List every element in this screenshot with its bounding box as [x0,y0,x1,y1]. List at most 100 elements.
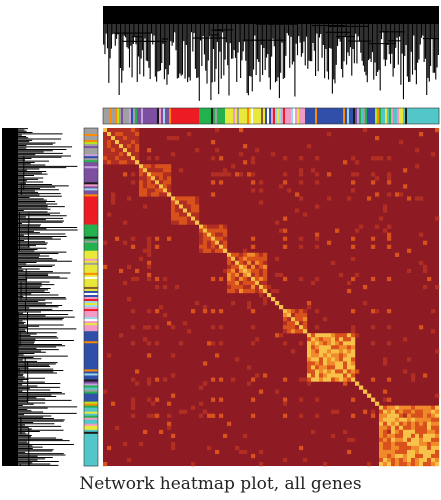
module-color-cell [265,108,268,124]
heatmap-cell [423,268,428,274]
module-color-cell [435,108,438,124]
heatmap-cell [259,256,264,261]
heatmap-cell [387,461,392,467]
heatmap-cell [167,168,172,173]
module-color-cell [84,399,98,402]
heatmap-cell [259,288,264,294]
heatmap-cell [295,313,300,318]
heatmap-cell [339,341,344,346]
heatmap-cell [339,377,344,382]
heatmap-cell [227,288,232,294]
heatmap-cell [147,272,152,278]
module-color-cell [84,457,98,461]
heatmap-cell [243,280,248,286]
heatmap-cell [287,309,292,314]
module-color-cell [305,108,308,124]
module-color-cell [84,303,98,306]
heatmap-cell [179,220,184,225]
module-color-cell [84,333,98,336]
heatmap-cell [407,453,412,459]
module-color-cell [349,108,352,124]
heatmap-cell [155,184,160,189]
heatmap-cell [259,264,264,270]
heatmap-cell [395,429,400,435]
heatmap-cell [335,353,340,358]
module-color-cell [227,108,230,124]
module-color-cell [84,435,98,439]
heatmap-cell [371,397,376,402]
heatmap-cell [179,212,184,217]
heatmap-cell [151,168,156,173]
module-color-cell [84,220,98,223]
module-color-cell [84,278,98,282]
module-color-cell [143,108,146,124]
heatmap-cell [123,441,128,447]
heatmap-cell [103,389,108,394]
heatmap-cell [299,196,304,201]
heatmap-cell [331,433,336,439]
module-color-cell [307,108,310,124]
colorbar-frame [102,107,440,125]
heatmap-cell [215,148,220,153]
module-color-cell [84,371,98,374]
heatmap-cell [283,156,288,161]
heatmap-cell [131,140,136,145]
heatmap-cell [123,152,128,157]
heatmap-cell [215,224,220,229]
heatmap-cell [103,461,108,467]
heatmap-cell [303,377,308,382]
heatmap-cell [299,313,304,318]
heatmap-cell [243,160,248,165]
heatmap-cell [371,377,376,382]
heatmap-cell [379,449,384,455]
heatmap-cell [319,341,324,346]
heatmap-cell [407,445,412,451]
heatmap-cell [247,260,252,266]
module-color-cell [379,108,382,124]
heatmap-cell [231,276,236,282]
module-color-cell [167,108,170,124]
module-color-cell [209,108,212,124]
heatmap-cell [387,232,392,237]
heatmap-cell [223,248,228,253]
heatmap-cell [167,136,172,141]
heatmap-cell [399,445,404,451]
module-color-cell [84,463,98,467]
heatmap-cell [323,461,328,467]
module-color-cell [273,108,276,124]
module-color-cell [333,108,336,124]
heatmap-cell [143,172,148,177]
heatmap-cell [335,333,340,338]
module-color-cell [231,108,234,124]
heatmap-cell [327,196,332,201]
heatmap-cell [323,377,328,382]
heatmap-cell [259,252,264,257]
heatmap-cell [299,156,304,161]
heatmap-cell [311,373,316,378]
module-color-cell [345,108,348,124]
heatmap-cell [187,329,192,334]
heatmap-cell [383,445,388,451]
heatmap-cell [327,357,332,362]
heatmap-cell [167,192,172,197]
heatmap-cell [347,341,352,346]
module-color-cell [84,158,98,161]
module-color-cell [201,108,204,124]
module-color-cell [277,108,280,124]
module-color-cell [84,307,98,310]
heatmap-cell [211,397,216,402]
heatmap-cell [211,413,216,418]
heatmap-cell [419,449,424,455]
heatmap-cell [327,132,332,137]
heatmap-cell [215,228,220,233]
heatmap-cell [411,377,416,382]
heatmap-cell [299,321,304,326]
column-dendrogram [103,6,439,101]
heatmap-cell [139,164,144,169]
heatmap-cell [367,461,372,467]
module-color-cell [179,108,182,124]
module-color-cell [84,266,98,270]
module-color-cell [84,256,98,260]
heatmap-cell [263,280,268,286]
heatmap-cell [411,457,416,463]
